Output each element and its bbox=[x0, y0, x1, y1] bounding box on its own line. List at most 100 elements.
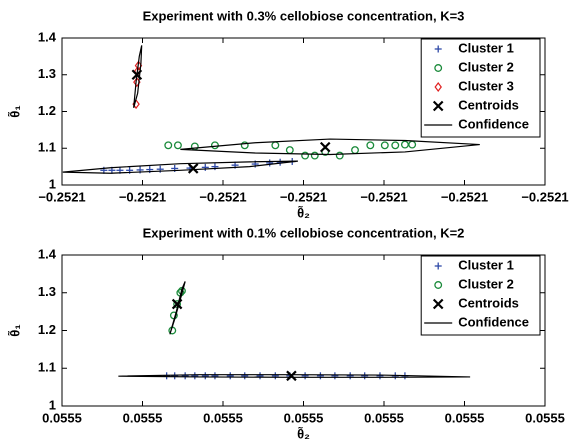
marker-circle bbox=[301, 151, 310, 160]
x-tick-label: −0.2521 bbox=[119, 189, 166, 204]
legend-entry: Confidence bbox=[424, 116, 529, 131]
y-tick-label: 1.2 bbox=[38, 322, 56, 337]
x-tick-label: 0.0555 bbox=[203, 410, 243, 425]
data-point bbox=[301, 372, 309, 380]
data-point bbox=[335, 151, 344, 160]
data-point bbox=[376, 372, 384, 380]
legend-entry: Confidence bbox=[424, 314, 529, 329]
data-point bbox=[171, 372, 179, 380]
marker-circle bbox=[434, 281, 443, 289]
legend: Cluster 1 Cluster 2 Cluster 3 Centroids Conf… bbox=[420, 38, 541, 138]
legend-entry: Cluster 2 bbox=[434, 59, 514, 74]
y-axis-label: θ̃₁ bbox=[7, 324, 22, 336]
data-point bbox=[191, 372, 199, 380]
y-tick-label: 1.1 bbox=[38, 360, 56, 375]
data-point bbox=[286, 370, 297, 382]
confidence-ellipse bbox=[118, 281, 471, 378]
legend-entry: Cluster 2 bbox=[434, 276, 514, 291]
marker-cross bbox=[286, 370, 297, 382]
data-point bbox=[187, 163, 199, 174]
x-tick-label: 0.0555 bbox=[364, 410, 404, 425]
marker-cross bbox=[432, 100, 444, 112]
y-tick-label: 1.4 bbox=[38, 29, 57, 44]
legend-label: Cluster 1 bbox=[458, 40, 514, 55]
y-tick-label: 1.1 bbox=[38, 140, 56, 155]
marker-circle bbox=[380, 141, 389, 150]
x-tick-label: 0.0555 bbox=[525, 410, 565, 425]
data-point bbox=[380, 141, 389, 150]
marker-circle bbox=[335, 151, 344, 160]
data-point bbox=[319, 141, 331, 153]
x-tick-label: −0.2521 bbox=[360, 189, 407, 204]
data-point bbox=[310, 151, 319, 160]
marker-circle bbox=[173, 141, 182, 150]
marker-cross bbox=[432, 298, 444, 310]
x-tick-label: 0.0555 bbox=[284, 410, 324, 425]
data-point bbox=[271, 372, 279, 380]
y-tick-label: 1.2 bbox=[38, 103, 56, 118]
legend-entry: Centroids bbox=[432, 295, 519, 310]
y-tick-label: 1.3 bbox=[38, 284, 56, 299]
x-axis-label: θ̃₂ bbox=[297, 205, 310, 220]
x-tick-label: −0.2521 bbox=[521, 189, 568, 204]
subplot: Experiment with 0.3% cellobiose concentr… bbox=[7, 8, 568, 220]
data-point bbox=[361, 372, 369, 380]
x-tick-label: 0.0555 bbox=[42, 410, 82, 425]
marker-cross bbox=[187, 163, 199, 174]
marker-circle bbox=[366, 141, 375, 150]
legend-label: Centroids bbox=[458, 97, 519, 112]
data-point bbox=[391, 141, 400, 150]
legend-label: Cluster 1 bbox=[458, 257, 514, 272]
legend-entry: Cluster 3 bbox=[434, 78, 514, 93]
y-tick-label: 1 bbox=[49, 397, 56, 412]
data-point bbox=[240, 141, 249, 150]
data-point bbox=[331, 372, 339, 380]
data-point bbox=[241, 372, 249, 380]
data-point bbox=[201, 372, 209, 380]
chart-title: Experiment with 0.1% cellobiose concentr… bbox=[143, 225, 465, 240]
x-tick-label: −0.2521 bbox=[38, 189, 85, 204]
data-point bbox=[226, 372, 234, 380]
data-point bbox=[276, 158, 284, 166]
data-point bbox=[210, 141, 219, 150]
marker-circle bbox=[210, 141, 219, 150]
data-point bbox=[301, 151, 310, 160]
x-tick-label: 0.0555 bbox=[445, 410, 485, 425]
legend-label: Centroids bbox=[458, 295, 519, 310]
y-tick-label: 1.3 bbox=[38, 66, 56, 81]
data-point bbox=[164, 141, 173, 150]
legend-entry: Cluster 1 bbox=[434, 257, 514, 272]
x-axis-label: θ̃₂ bbox=[297, 426, 310, 441]
legend-label: Cluster 2 bbox=[458, 276, 514, 291]
y-tick-label: 1.4 bbox=[38, 246, 57, 261]
x-tick-label: −0.2521 bbox=[199, 189, 246, 204]
marker-circle bbox=[434, 64, 443, 72]
marker-circle bbox=[240, 141, 249, 150]
data-point bbox=[201, 163, 209, 171]
legend-box bbox=[420, 255, 541, 336]
legend-entry: Centroids bbox=[432, 97, 519, 112]
y-tick-label: 1 bbox=[49, 176, 56, 191]
marker-circle bbox=[310, 151, 319, 160]
legend-label: Confidence bbox=[458, 116, 529, 131]
subplot: Experiment with 0.1% cellobiose concentr… bbox=[7, 225, 564, 441]
data-point bbox=[346, 372, 354, 380]
data-point bbox=[366, 141, 375, 150]
data-point bbox=[316, 372, 324, 380]
data-point bbox=[266, 159, 274, 167]
legend-label: Cluster 2 bbox=[458, 59, 514, 74]
y-axis-label: θ̃₁ bbox=[7, 105, 22, 117]
marker-diamond bbox=[434, 82, 442, 92]
legend: Cluster 1 Cluster 2 Centroids Confidence bbox=[420, 255, 541, 336]
marker-circle bbox=[164, 141, 173, 150]
marker-cross bbox=[319, 141, 331, 153]
legend-label: Confidence bbox=[458, 314, 529, 329]
data-point bbox=[211, 372, 219, 380]
confidence-ellipse bbox=[62, 45, 480, 174]
data-point bbox=[181, 372, 189, 380]
marker-circle bbox=[391, 141, 400, 150]
legend-entry: Cluster 1 bbox=[434, 40, 514, 55]
x-tick-label: −0.2521 bbox=[441, 189, 488, 204]
chart-title: Experiment with 0.3% cellobiose concentr… bbox=[143, 8, 465, 23]
